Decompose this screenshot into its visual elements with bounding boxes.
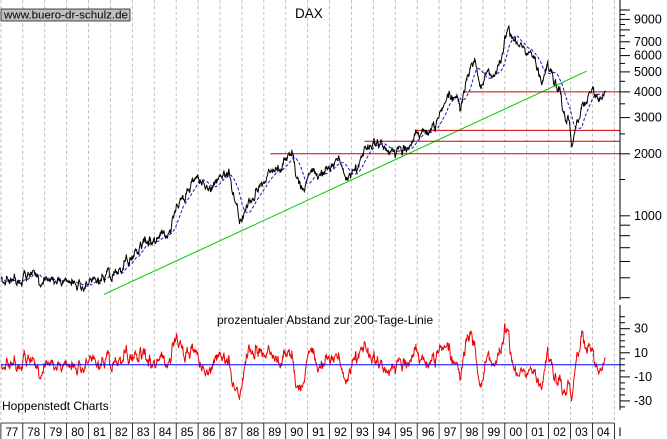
svg-text:87: 87 [225, 427, 238, 439]
svg-text:89: 89 [268, 427, 281, 439]
svg-text:-10: -10 [634, 370, 652, 384]
svg-text:80: 80 [71, 427, 84, 439]
svg-text:www.buero-dr-schulz.de: www.buero-dr-schulz.de [3, 9, 128, 21]
svg-text:10: 10 [634, 346, 648, 360]
svg-text:6000: 6000 [634, 49, 662, 63]
svg-text:81: 81 [93, 427, 106, 439]
svg-text:90: 90 [290, 427, 303, 439]
svg-text:02: 02 [553, 427, 566, 439]
svg-text:96: 96 [422, 427, 435, 439]
svg-text:86: 86 [203, 427, 216, 439]
svg-text:91: 91 [312, 427, 325, 439]
svg-text:DAX: DAX [295, 6, 323, 21]
svg-text:82: 82 [115, 427, 128, 439]
svg-text:9000: 9000 [634, 12, 662, 26]
svg-text:prozentualer Abstand zur 200-T: prozentualer Abstand zur 200-Tage-Linie [217, 313, 433, 327]
svg-text:77: 77 [6, 427, 19, 439]
svg-text:92: 92 [334, 427, 347, 439]
svg-text:7000: 7000 [634, 35, 662, 49]
svg-text:3000: 3000 [634, 111, 662, 125]
svg-text:85: 85 [181, 427, 194, 439]
svg-text:79: 79 [49, 427, 62, 439]
svg-text:78: 78 [27, 427, 40, 439]
svg-text:2000: 2000 [634, 147, 662, 161]
svg-text:04: 04 [597, 427, 610, 439]
svg-text:93: 93 [356, 427, 369, 439]
svg-text:83: 83 [137, 427, 150, 439]
svg-text:1000: 1000 [634, 209, 662, 223]
svg-text:Hoppenstedt Charts: Hoppenstedt Charts [2, 399, 109, 413]
svg-text:95: 95 [400, 427, 413, 439]
svg-text:03: 03 [575, 427, 588, 439]
svg-text:5000: 5000 [634, 65, 662, 79]
svg-text:30: 30 [634, 322, 648, 336]
svg-text:-30: -30 [634, 394, 652, 408]
svg-text:88: 88 [247, 427, 260, 439]
svg-text:4000: 4000 [634, 85, 662, 99]
svg-text:97: 97 [444, 427, 457, 439]
svg-text:I: I [618, 427, 621, 439]
svg-text:00: 00 [509, 427, 522, 439]
svg-text:84: 84 [159, 427, 172, 439]
svg-text:98: 98 [466, 427, 479, 439]
svg-text:94: 94 [378, 427, 391, 439]
svg-text:99: 99 [488, 427, 501, 439]
svg-text:01: 01 [531, 427, 544, 439]
